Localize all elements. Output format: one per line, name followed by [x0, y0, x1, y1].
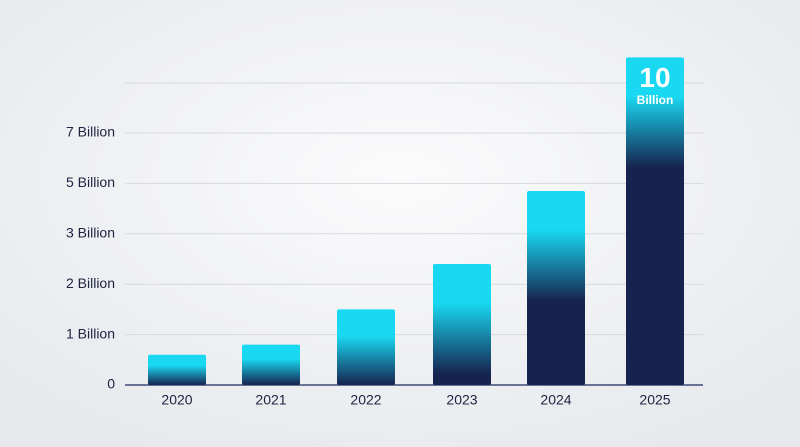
y-tick-label: 2 Billion [66, 275, 115, 291]
y-tick-label: 1 Billion [66, 325, 115, 341]
x-tick-label: 2021 [255, 392, 286, 408]
bar [337, 309, 395, 385]
y-tick-label: 5 Billion [66, 174, 115, 190]
bar [242, 344, 300, 385]
value-label: 10 Billion [636, 62, 674, 108]
bar [433, 264, 491, 385]
x-tick-label: 2025 [639, 392, 670, 408]
x-tick-label: 2024 [540, 392, 571, 408]
y-tick-label: 7 Billion [66, 124, 115, 140]
x-tick-label: 2022 [350, 392, 381, 408]
y-tick-label: 3 Billion [66, 225, 115, 241]
x-tick-label: 2020 [161, 392, 192, 408]
bar [148, 354, 206, 385]
bar [527, 190, 585, 385]
y-tick-label: 0 [107, 376, 115, 392]
bar [626, 57, 684, 386]
x-tick-label: 2023 [446, 392, 477, 408]
